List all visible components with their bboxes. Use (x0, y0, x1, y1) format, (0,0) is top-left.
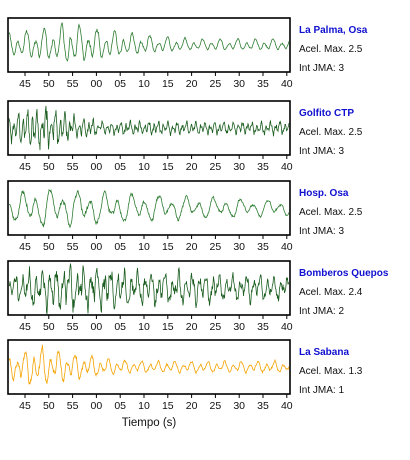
x-tick-label: 25 (210, 78, 222, 90)
accel-max-label: Acel. Max. 2.5 (299, 127, 363, 138)
x-tick-label: 40 (281, 78, 293, 90)
x-tick-label: 50 (43, 241, 55, 253)
jma-intensity-label: Int JMA: 3 (299, 146, 344, 157)
station-name: Hosp. Osa (299, 188, 349, 199)
panel-frame (7, 17, 291, 73)
x-tick-label: 20 (186, 241, 198, 253)
x-tick-label: 10 (138, 321, 150, 333)
x-tick-label: 15 (162, 78, 174, 90)
x-tick-label: 25 (210, 241, 222, 253)
waveform-trace (8, 263, 290, 315)
waveform-trace (8, 188, 290, 228)
x-tick-label: 00 (91, 161, 103, 173)
jma-intensity-label: Int JMA: 3 (299, 226, 344, 237)
x-tick-label: 15 (162, 161, 174, 173)
x-tick-label: 25 (210, 161, 222, 173)
x-tick-label: 25 (210, 400, 222, 412)
x-tick-label: 55 (67, 400, 79, 412)
x-tick-label: 10 (138, 78, 150, 90)
x-tick-label: 10 (138, 161, 150, 173)
x-tick-label: 15 (162, 400, 174, 412)
x-tick-label: 50 (43, 400, 55, 412)
x-tick-label: 40 (281, 321, 293, 333)
x-tick-label: 40 (281, 400, 293, 412)
panel-1: 45 50 55 00 05 10 15 20 25 30 35 40 La Palma, Osa Ace… (7, 17, 368, 90)
x-tick-label: 55 (67, 241, 79, 253)
x-tick-label: 55 (67, 161, 79, 173)
x-tick-label: 35 (257, 400, 269, 412)
accel-max-label: Acel. Max. 1.3 (299, 366, 363, 377)
panel-3: 45 50 55 00 05 10 15 20 25 30 35 40 Hosp. Osa Acel. M… (7, 180, 363, 253)
panel-frame (7, 100, 291, 156)
x-tick-label: 05 (114, 241, 126, 253)
jma-intensity-label: Int JMA: 2 (299, 306, 344, 317)
x-tick-label: 00 (91, 400, 103, 412)
station-name: Golfito CTP (299, 108, 354, 119)
accel-max-label: Acel. Max. 2.5 (299, 207, 363, 218)
jma-intensity-label: Int JMA: 3 (299, 63, 344, 74)
x-tick-label: 55 (67, 321, 79, 333)
panel-frame (7, 180, 291, 236)
x-tick-label: 05 (114, 321, 126, 333)
x-tick-label: 00 (91, 78, 103, 90)
x-tick-label: 20 (186, 78, 198, 90)
x-tick-label: 35 (257, 78, 269, 90)
x-tick-label: 35 (257, 161, 269, 173)
x-tick-label: 30 (233, 161, 245, 173)
x-tick-label: 20 (186, 161, 198, 173)
x-tick-label: 55 (67, 78, 79, 90)
x-tick-label: 20 (186, 400, 198, 412)
x-tick-label: 50 (43, 78, 55, 90)
x-tick-label: 45 (19, 321, 31, 333)
station-name: La Sabana (299, 347, 349, 358)
x-tick-label: 10 (138, 241, 150, 253)
x-tick-label: 35 (257, 321, 269, 333)
x-tick-label: 30 (233, 321, 245, 333)
jma-intensity-label: Int JMA: 1 (299, 385, 344, 396)
x-tick-label: 00 (91, 321, 103, 333)
panel-frame (7, 339, 291, 395)
x-tick-label: 00 (91, 241, 103, 253)
waveform-trace (8, 22, 290, 62)
x-tick-label: 45 (19, 400, 31, 412)
x-tick-label: 35 (257, 241, 269, 253)
x-tick-label: 30 (233, 241, 245, 253)
station-name: La Palma, Osa (299, 25, 368, 36)
x-tick-label: 15 (162, 241, 174, 253)
x-tick-label: 05 (114, 161, 126, 173)
accel-max-label: Acel. Max. 2.4 (299, 287, 363, 298)
x-tick-label: 45 (19, 161, 31, 173)
x-tick-label: 10 (138, 400, 150, 412)
x-tick-label: 05 (114, 78, 126, 90)
x-tick-label: 25 (210, 321, 222, 333)
x-tick-label: 50 (43, 321, 55, 333)
x-tick-label: 40 (281, 161, 293, 173)
station-name: Bomberos Quepos (299, 268, 389, 279)
accel-max-label: Acel. Max. 2.5 (299, 44, 363, 55)
x-axis-title: Tiempo (s) (122, 417, 177, 429)
panel-4: 45 50 55 00 05 10 15 20 25 30 35 40 Bomberos Quepos A… (7, 260, 389, 333)
x-tick-label: 15 (162, 321, 174, 333)
x-tick-label: 40 (281, 241, 293, 253)
x-tick-label: 45 (19, 241, 31, 253)
x-tick-label: 30 (233, 78, 245, 90)
waveform-trace (8, 105, 290, 151)
x-tick-label: 45 (19, 78, 31, 90)
x-tick-label: 50 (43, 161, 55, 173)
x-tick-label: 20 (186, 321, 198, 333)
panel-2: 45 50 55 00 05 10 15 20 25 30 35 40 Golfito CTP Acel.… (7, 100, 363, 173)
panel-5: 45 50 55 00 05 10 15 20 25 30 35 40 La Sabana Acel. M… (7, 339, 363, 412)
waveform-trace (8, 344, 290, 385)
panel-frame (7, 260, 291, 316)
x-tick-label: 05 (114, 400, 126, 412)
x-tick-label: 30 (233, 400, 245, 412)
